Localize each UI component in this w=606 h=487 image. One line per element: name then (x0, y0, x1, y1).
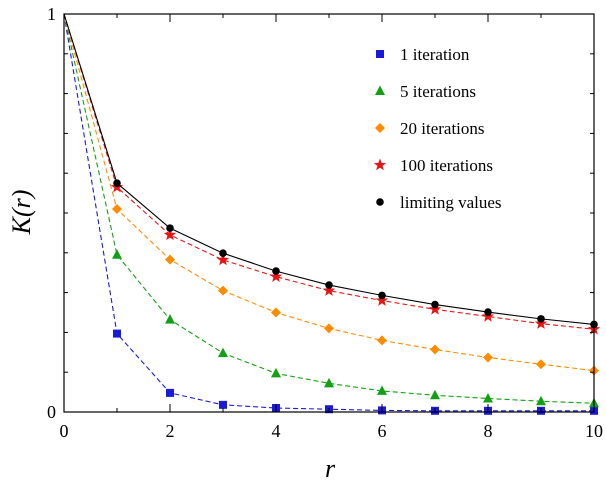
data-point (219, 400, 227, 409)
series-line (63, 13, 595, 404)
data-point (269, 270, 283, 282)
data-point (219, 249, 227, 257)
data-point (322, 284, 336, 296)
legend-label: 1 iteration (400, 45, 470, 64)
data-point (537, 315, 545, 323)
y-axis-label: K(r) (7, 190, 36, 236)
x-tick-label: 6 (378, 421, 387, 441)
data-point (113, 179, 121, 187)
x-tick-label: 8 (484, 421, 493, 441)
data-point (375, 294, 389, 306)
x-axis-label: r (325, 454, 336, 483)
data-point (430, 389, 440, 400)
series-limiting-values (63, 13, 598, 329)
series-line (63, 13, 595, 325)
data-point (324, 323, 334, 334)
y-tick-label: 1 (47, 4, 56, 24)
x-tick-label: 4 (272, 421, 281, 441)
series-1-iteration (63, 13, 598, 415)
data-point (218, 285, 228, 296)
data-point (218, 347, 228, 358)
data-point (324, 377, 334, 388)
series-line (63, 13, 595, 372)
data-point (165, 314, 175, 324)
data-point (163, 228, 177, 241)
y-tick-label: 0 (47, 402, 56, 422)
legend-marker (376, 50, 384, 58)
legend-marker (373, 158, 387, 171)
legend-marker (375, 85, 385, 95)
series-line (63, 13, 595, 330)
data-point (216, 253, 230, 266)
x-tick-label: 0 (60, 421, 69, 441)
data-point (536, 395, 546, 406)
data-point (272, 267, 280, 275)
legend: 1 iteration 5 iterations 20 iterations 100 … (373, 45, 502, 212)
series-layer (63, 13, 601, 415)
data-point (166, 388, 174, 397)
data-point (484, 308, 492, 316)
data-point (377, 385, 387, 395)
data-point (378, 291, 386, 300)
data-point (483, 352, 493, 363)
data-point (428, 302, 442, 315)
legend-label: 20 iterations (400, 119, 485, 138)
data-point (430, 344, 440, 355)
legend-label: 100 iterations (400, 156, 493, 175)
data-point (536, 359, 546, 370)
data-point (377, 335, 387, 346)
legend-marker (375, 123, 385, 133)
axes: 0 2 4 6 8 10 0 1 (47, 4, 603, 441)
series-line (63, 13, 594, 412)
legend-marker (376, 198, 384, 206)
data-point (325, 281, 333, 289)
data-point (483, 392, 493, 403)
data-point (431, 300, 439, 309)
data-point (113, 329, 121, 338)
data-point (166, 224, 174, 232)
legend-label: limiting values (400, 193, 502, 212)
plot-frame (63, 13, 595, 413)
data-point (112, 204, 122, 215)
data-point (271, 307, 281, 318)
x-tick-label: 10 (585, 421, 603, 441)
series-20-iterations (63, 13, 599, 376)
data-point (112, 249, 122, 259)
legend-label: 5 iterations (400, 82, 476, 101)
x-tick-label: 2 (166, 421, 175, 441)
series-5-iterations (63, 13, 599, 408)
data-point (534, 317, 548, 329)
data-point (165, 254, 175, 265)
data-point (271, 367, 281, 378)
